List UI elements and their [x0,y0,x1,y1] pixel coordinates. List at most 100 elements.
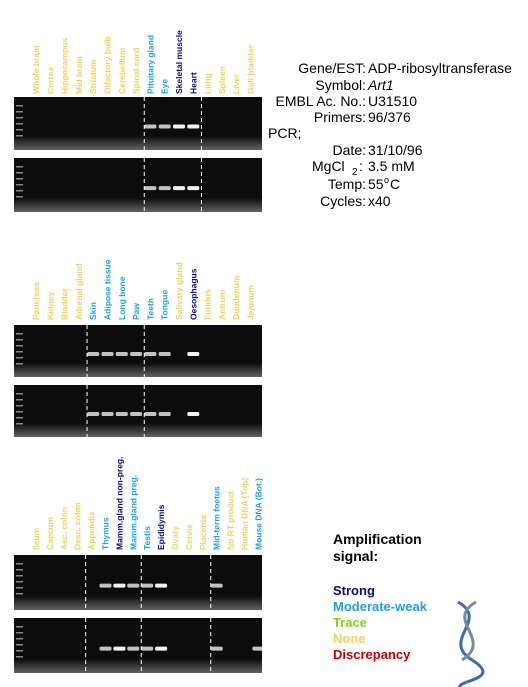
lane-label: Kidney [45,291,55,320]
lane-label: Human DNA (Top) [240,478,250,550]
ladder-band [16,105,23,107]
cycles-label: Cycles: [320,193,366,209]
primers-value: 96/376 [368,109,411,125]
ladder-band [16,196,23,198]
mgcl-colon: : [359,158,363,174]
pcr-label: PCR; [268,125,301,141]
lane-label: Eye [160,79,170,94]
band [210,583,223,588]
band [187,352,200,357]
legend-title: Amplification [333,531,422,547]
legend-title: signal: [333,548,378,564]
band [158,412,171,417]
ladder-band [16,656,23,658]
ladder-band [16,411,23,413]
lane-label: Fundus [203,289,213,320]
ladder-band [16,650,23,652]
band [187,186,200,191]
band [87,412,100,417]
mgcl-value: 3.5 mM [368,158,415,174]
embl-value: U31510 [368,93,417,109]
lane-label: Mamm.gland non-preg. [114,457,124,551]
band [115,412,128,417]
ladder-band [16,575,23,577]
band [130,412,143,417]
dna-icon [457,600,485,687]
band [99,646,112,651]
ladder-band [16,172,23,174]
band [113,646,126,651]
band [127,646,140,651]
lane-label: Whole brain [31,45,41,94]
band [158,186,171,191]
band [187,412,200,417]
gel-glow [14,136,262,150]
lane-label: Hippocampus [60,38,70,94]
ladder-band [16,166,23,168]
lane-label: Adipose tissue [103,259,113,320]
ladder-band [16,393,23,395]
band [187,124,200,129]
lane-label: Desc. colon [73,502,83,550]
band [87,352,100,357]
lane-label: Appendix [87,511,97,550]
gene-value: ADP-ribosyltransferase [368,60,512,76]
lane-label: Mouse DNA (Bot.) [253,478,263,550]
mgcl-sub: 2 [352,167,358,178]
lane-label: Mid brain [74,56,84,94]
band [144,352,157,357]
lane-label: Skeletal muscle [174,30,184,94]
ladder-band [16,363,23,365]
band [210,646,223,651]
ladder-band [16,423,23,425]
lane-label: Spinal cord [131,48,141,94]
ladder-band [16,345,23,347]
lane-label: Teeth [145,298,155,320]
band [141,583,154,588]
lane-label: Paw [131,303,141,320]
band [115,352,128,357]
legend-item: Strong [333,583,375,598]
lane-label: Cervix [184,524,194,550]
lane-label: Thymus [101,517,111,550]
ladder-band [16,339,23,341]
band [130,352,143,357]
ladder-band [16,632,23,634]
date-label: Date: [333,142,366,158]
lane-label: Skin [88,302,98,320]
ladder-band [16,638,23,640]
band [141,646,154,651]
lane-label: Pancreas [31,282,41,320]
ladder-band [16,417,23,419]
temp-label: Temp: [328,176,366,192]
band [101,352,114,357]
ladder-band [16,399,23,401]
primers-label: Primers: [314,109,366,125]
lane-label: Tongue [160,290,170,320]
lane-label: Lung [203,73,213,94]
band [99,583,112,588]
ladder-band [16,357,23,359]
band [144,186,157,191]
legend-item: None [333,631,366,646]
ladder-band [16,587,23,589]
ladder-band [16,593,23,595]
band [144,412,157,417]
ladder-band [16,190,23,192]
band [127,583,140,588]
lane-label: Bladder [60,288,70,320]
ladder-band [16,405,23,407]
date-value: 31/10/96 [368,142,423,158]
lane-label: Salivary gland [174,262,184,320]
ladder-band [16,178,23,180]
symbol-value: Art1 [367,77,394,93]
gel-glow [14,596,262,610]
temp-unit: C [390,176,400,192]
ladder-band [16,563,23,565]
lane-label: Pituitary gland [145,35,155,94]
lane-label: Adrenal gland [74,263,84,320]
lane-label: Long bone [117,276,127,320]
ladder-band [16,581,23,583]
lane-label: Ileum [31,527,41,550]
lane-label: Antrum [217,289,227,320]
